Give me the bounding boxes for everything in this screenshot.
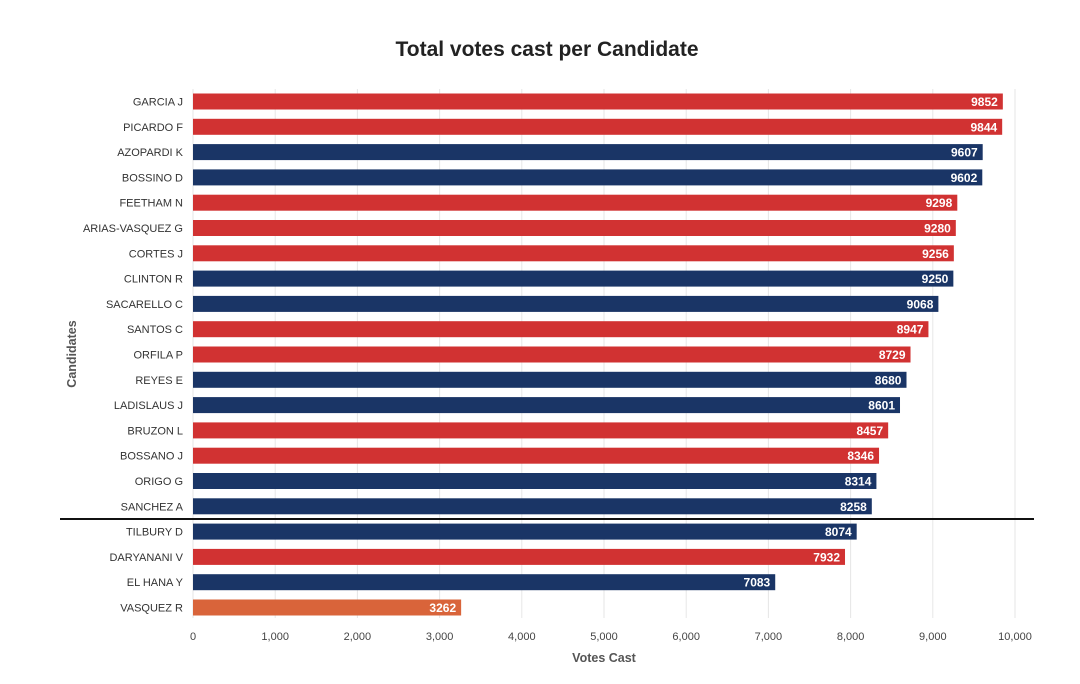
bar [193,144,983,161]
bar [193,220,956,236]
bar [193,599,462,616]
bar [193,321,929,338]
value-label: 9844 [970,120,997,134]
category-label: REYES E [135,375,183,387]
category-label: BOSSANO J [120,451,183,463]
category-label: DARYANANI V [109,552,183,564]
bar [193,574,776,591]
bar [193,194,958,211]
value-label: 8601 [868,399,895,413]
category-label: TILBURY D [126,527,183,539]
bar [193,93,1003,110]
value-label: 9298 [926,196,953,210]
category-label: ARIAS-VASQUEZ G [83,223,183,235]
bar [193,447,880,464]
value-label: 3262 [429,601,456,615]
value-labels: 9852 9844 9607 9602 9298 9280 9256 9250 9068 8947… [429,95,998,615]
category-label: BOSSINO D [122,172,183,184]
y-axis-label: Candidates [65,320,79,387]
category-label: LADISLAUS J [114,400,183,412]
category-label: AZOPARDI K [117,147,183,159]
bar [193,397,901,414]
bars [193,93,1003,616]
bar [193,371,907,388]
category-labels: GARCIA J PICARDO F AZOPARDI K BOSSINO D FEET… [83,97,184,615]
bar [193,346,911,363]
bar [193,548,846,565]
x-tick-label: 10,000 [998,631,1032,643]
x-tick-label: 0 [190,631,196,643]
category-label: GARCIA J [133,97,183,109]
value-label: 8729 [879,348,906,362]
category-label: SACARELLO C [106,299,183,311]
x-tick-label: 6,000 [672,631,700,643]
x-tick-label: 7,000 [755,631,783,643]
category-label: CORTES J [129,248,183,260]
category-label: SANCHEZ A [121,501,184,513]
category-label: FEETHAM N [119,198,183,210]
value-label: 8680 [875,373,902,387]
category-label: VASQUEZ R [120,603,183,615]
value-label: 9250 [922,272,949,286]
bar [193,245,954,262]
x-tick-label: 9,000 [919,631,947,643]
value-label: 9280 [924,222,951,236]
x-tick-label: 8,000 [837,631,865,643]
value-label: 9852 [971,95,998,109]
bar [193,270,954,287]
x-tick-label: 1,000 [261,631,289,643]
x-axis-ticks: 0 1,000 2,000 3,000 4,000 5,000 6,000 7,000 8,00… [190,631,1032,643]
chart-title: Total votes cast per Candidate [395,38,698,61]
bar [193,295,939,312]
bar [193,169,983,186]
x-tick-label: 2,000 [344,631,372,643]
value-label: 8314 [845,475,872,489]
x-tick-label: 4,000 [508,631,536,643]
x-tick-label: 5,000 [590,631,618,643]
bar [193,422,889,439]
value-label: 7083 [744,576,771,590]
bar [193,523,857,540]
category-label: PICARDO F [123,122,183,134]
value-label: 7932 [813,550,840,564]
value-label: 9607 [951,146,978,160]
value-label: 8346 [847,449,874,463]
bar [193,118,1003,135]
category-label: EL HANA Y [127,577,184,589]
category-label: ORFILA P [133,350,183,362]
value-label: 9602 [951,171,978,185]
value-label: 8258 [840,500,867,514]
value-label: 8457 [856,424,883,438]
bar [193,473,877,489]
x-tick-label: 3,000 [426,631,454,643]
category-label: ORIGO G [135,476,183,488]
x-axis-label: Votes Cast [572,651,637,665]
category-label: BRUZON L [127,425,183,437]
value-label: 8947 [897,323,924,337]
category-label: SANTOS C [127,324,183,336]
value-label: 9068 [907,297,934,311]
value-label: 9256 [922,247,949,261]
bar [193,498,872,515]
category-label: CLINTON R [124,274,183,286]
value-label: 8074 [825,525,852,539]
